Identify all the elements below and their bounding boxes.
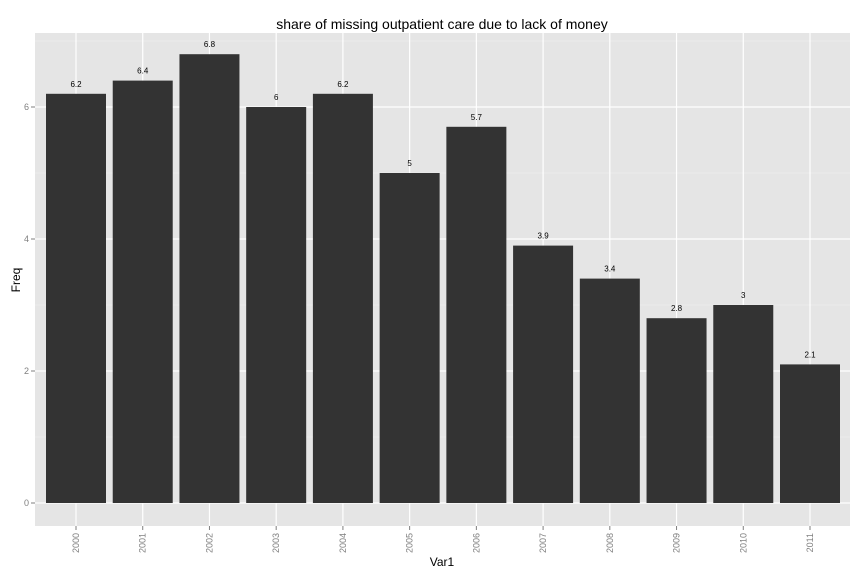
x-tick-label: 2000 bbox=[71, 533, 81, 553]
bar-2007 bbox=[513, 245, 574, 503]
x-tick-label: 2011 bbox=[805, 533, 815, 552]
bars bbox=[46, 54, 840, 504]
x-tick-label: 2005 bbox=[405, 533, 415, 553]
x-tick-label: 2009 bbox=[672, 533, 682, 553]
data-label: 3.4 bbox=[604, 265, 616, 274]
bar-2008 bbox=[579, 278, 640, 503]
y-axis-title: Freq bbox=[9, 268, 23, 293]
data-label: 6.2 bbox=[337, 80, 349, 89]
bar-2005 bbox=[379, 173, 440, 503]
bar-2006 bbox=[446, 126, 507, 504]
bar-2003 bbox=[246, 107, 307, 503]
y-axis-ticks: 0 2 4 6 bbox=[24, 102, 35, 508]
data-label: 6.2 bbox=[70, 80, 82, 89]
y-tick-label: 6 bbox=[24, 102, 29, 112]
data-labels: 6.2 6.4 6.8 6 6.2 5 5.7 3.9 3.4 2.8 3 2.1 bbox=[70, 40, 816, 359]
x-axis-ticks: 2000 2001 2002 2003 2004 2005 2006 2007 2008 2009… bbox=[71, 526, 815, 553]
bar-2002 bbox=[179, 54, 240, 503]
x-tick-label: 2006 bbox=[471, 533, 481, 553]
x-tick-label: 2004 bbox=[338, 533, 348, 553]
x-tick-label: 2002 bbox=[204, 533, 214, 553]
data-label: 3 bbox=[741, 291, 746, 300]
x-tick-label: 2003 bbox=[271, 533, 281, 553]
data-label: 5 bbox=[407, 159, 412, 168]
x-tick-label: 2007 bbox=[538, 533, 548, 553]
bar-2011 bbox=[780, 364, 840, 503]
chart-title: share of missing outpatient care due to … bbox=[276, 16, 608, 32]
data-label: 2.1 bbox=[804, 350, 816, 359]
bar-2009 bbox=[646, 318, 707, 503]
bar-2001 bbox=[112, 80, 173, 503]
x-axis-title: Var1 bbox=[430, 555, 455, 569]
x-tick-label: 2010 bbox=[738, 533, 748, 553]
x-tick-label: 2008 bbox=[605, 533, 615, 553]
data-label: 2.8 bbox=[671, 304, 683, 313]
y-tick-label: 0 bbox=[24, 498, 29, 508]
y-tick-label: 4 bbox=[24, 234, 29, 244]
data-label: 3.9 bbox=[538, 232, 550, 241]
data-label: 5.7 bbox=[471, 113, 483, 122]
bar-2010 bbox=[713, 305, 774, 503]
data-label: 6.4 bbox=[137, 67, 149, 76]
bar-2004 bbox=[312, 93, 373, 504]
data-label: 6 bbox=[274, 93, 279, 102]
x-tick-label: 2001 bbox=[138, 533, 148, 553]
y-tick-label: 2 bbox=[24, 366, 29, 376]
bar-2000 bbox=[46, 93, 106, 504]
data-label: 6.8 bbox=[204, 40, 216, 49]
